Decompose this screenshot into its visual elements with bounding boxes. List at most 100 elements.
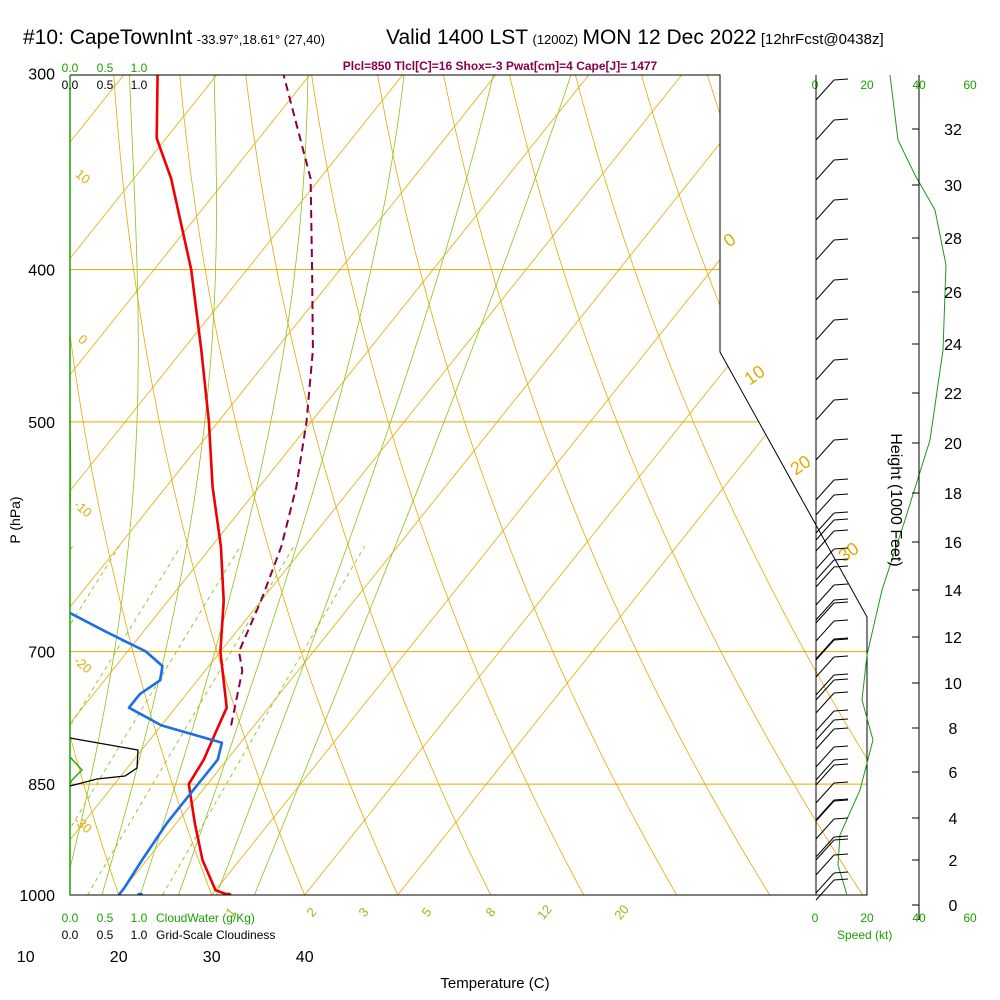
wind-barb-flag — [833, 655, 849, 658]
wind-barb-flag — [833, 398, 849, 401]
wind-barb — [815, 79, 835, 101]
mixing-ratio-line — [87, 546, 295, 895]
wind-barb-flag — [833, 691, 849, 694]
wind-barb-flag — [833, 798, 849, 801]
wind-barb — [815, 799, 835, 821]
dry-adiabat-line — [725, 75, 867, 895]
wind-barb-flag — [833, 673, 849, 676]
wind-barb — [815, 530, 835, 552]
isotherm-label: 0 — [75, 331, 90, 347]
parcel-indices: Plcl=850 Tlcl[C]=16 Shox=-3 Pwat[cm]=4 C… — [342, 59, 658, 73]
wind-barb — [815, 620, 835, 642]
isotherm-line — [118, 75, 867, 895]
wind-barb — [815, 548, 835, 570]
dewpoint-profile-line — [70, 75, 224, 895]
mixing-ratio-label: 5 — [418, 905, 434, 920]
wind-barb-flag — [833, 853, 849, 856]
wind-barb — [815, 584, 835, 606]
cloud-water-label: CloudWater (g/Kg) — [156, 911, 255, 925]
isotherm-line — [70, 75, 411, 895]
wind-barb-flag — [833, 638, 849, 641]
wind-barb-flag — [833, 493, 849, 496]
height-tick-label: 22 — [944, 386, 962, 403]
height-tick-label: 14 — [944, 583, 962, 600]
top-cloudiness-tick: 0.5 — [97, 78, 114, 92]
wind-speed-tick-top: 20 — [860, 78, 874, 92]
wind-barb-flag — [833, 438, 849, 441]
dry-adiabat-line — [912, 0, 1000, 928]
chart-header: #10: CapeTownInt -33.97°,18.61° (27,40) — [23, 26, 325, 50]
height-tick-label: 28 — [944, 231, 962, 248]
wind-speed-label: Speed (kt) — [837, 928, 892, 942]
wind-barb — [815, 674, 835, 696]
height-tick-label: 32 — [944, 122, 962, 139]
isotherm-label: 30 — [835, 538, 863, 566]
overlay-layer: 2503004005007008501000P (hPa)-30-20-1001… — [7, 61, 977, 992]
height-axis-label: Height (1000 Feet) — [887, 433, 904, 566]
wind-barb — [815, 239, 835, 261]
moist-adiabat-line — [70, 75, 139, 895]
wind-barb-flag — [833, 709, 849, 712]
dry-adiabat-line — [664, 75, 867, 895]
isotherm-label: 0 — [720, 229, 740, 251]
wind-barb-flag — [833, 678, 849, 681]
moist-adiabat-line — [240, 75, 612, 895]
wind-barb — [815, 839, 835, 861]
wind-barb-flag — [833, 358, 849, 361]
temperature-tick-label: 40 — [296, 949, 314, 966]
wind-barb-flag — [833, 598, 849, 601]
dry-adiabat-line — [478, 75, 867, 895]
wind-barb — [815, 566, 835, 588]
isotherm-label: 10 — [741, 361, 769, 389]
wind-barb-flag — [833, 871, 849, 874]
wind-speed-tick-bottom: 0 — [812, 911, 819, 925]
wind-barb-flag — [833, 158, 849, 161]
parcel-profile-line — [184, 75, 314, 726]
pressure-tick-label: 700 — [28, 645, 55, 662]
wind-barb — [815, 559, 835, 581]
bottom-cloudwater-tick: 1.0 — [131, 911, 148, 925]
wind-barb-flag — [833, 758, 849, 761]
wind-barb-flag — [833, 781, 849, 784]
wind-barb-flag — [833, 547, 849, 550]
isotherm-line — [397, 75, 867, 895]
wind-barb — [815, 119, 835, 141]
isotherm-label: 10 — [73, 166, 94, 187]
wind-barb — [815, 710, 835, 732]
dry-adiabat-line — [107, 75, 320, 895]
wind-barb-flag — [833, 817, 849, 820]
wind-barb — [815, 159, 835, 181]
mixing-ratio-line — [70, 546, 241, 895]
grid-layer — [0, 0, 1000, 928]
height-tick-label: 2 — [949, 853, 958, 870]
wind-barb — [815, 818, 835, 840]
wind-barb-flag — [833, 838, 849, 841]
wind-barb — [815, 719, 835, 741]
wind-barb-flag — [833, 478, 849, 481]
isotherm-label: -30 — [71, 813, 95, 837]
wind-speed-tick-top: 60 — [963, 78, 977, 92]
top-cloudiness-tick: 1.0 — [131, 78, 148, 92]
wind-barb — [815, 439, 835, 461]
mixing-ratio-label: 8 — [482, 905, 498, 920]
wind-barb-flag — [833, 878, 849, 881]
isotherm-line — [70, 75, 318, 895]
dry-adiabat-line — [231, 75, 508, 895]
height-tick-label: 16 — [944, 535, 962, 552]
cloudiness-profile — [69, 737, 139, 787]
moist-adiabat-line — [166, 75, 415, 895]
moist-adiabat-line — [0, 0, 12, 928]
mixing-ratio-line — [70, 546, 73, 895]
wind-barb — [815, 639, 835, 661]
y-axis-label: P (hPa) — [7, 496, 23, 543]
moist-adiabat-line — [203, 75, 520, 895]
height-tick-label: 26 — [944, 285, 962, 302]
surface-temperature-dot — [224, 892, 232, 895]
wind-barb — [815, 746, 835, 768]
pressure-tick-label: 500 — [28, 415, 55, 432]
wind-barb — [815, 519, 835, 541]
bottom-cloudiness-tick: 0.0 — [62, 928, 79, 942]
wind-barb — [815, 359, 835, 381]
wind-barb — [815, 759, 835, 781]
